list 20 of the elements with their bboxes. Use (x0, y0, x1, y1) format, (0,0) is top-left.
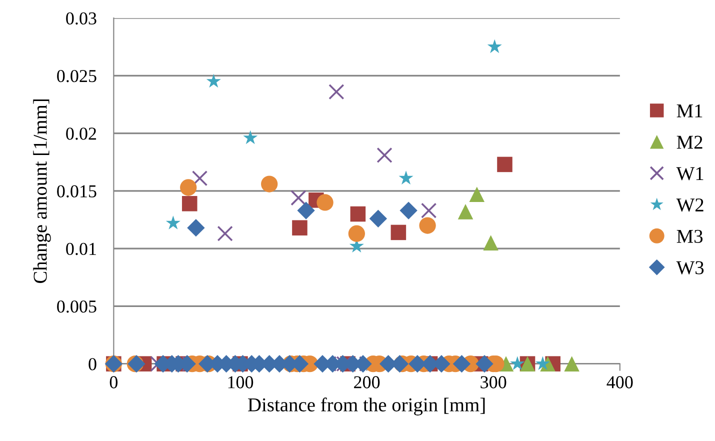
y-axis-title: Change amount [1/mm] (33, 100, 51, 284)
legend-label: M3 (676, 230, 703, 243)
y-tick-label: 0.005 (57, 300, 96, 313)
y-tick-label: 0.01 (66, 242, 96, 256)
x-tick-label: 0 (110, 376, 118, 388)
y-tick-label: 0.015 (57, 185, 96, 198)
x-tick-label: 100 (228, 376, 254, 388)
legend-label: W3 (676, 261, 704, 274)
y-tick-label: 0.025 (57, 70, 96, 82)
y-tick-label: 0.03 (66, 12, 96, 25)
x-tick-label: 300 (480, 376, 506, 388)
legend-label: W1 (676, 167, 704, 180)
legend-label: M1 (676, 104, 702, 118)
x-axis-title: Distance from the origin [mm] (248, 398, 485, 416)
x-tick-label: 400 (606, 376, 633, 388)
x-tick-label: 200 (354, 376, 380, 388)
legend-label: M2 (676, 136, 702, 149)
legend-label: W2 (676, 198, 704, 212)
y-tick-label: 0 (88, 358, 96, 370)
y-tick-label: 0.02 (66, 128, 96, 140)
